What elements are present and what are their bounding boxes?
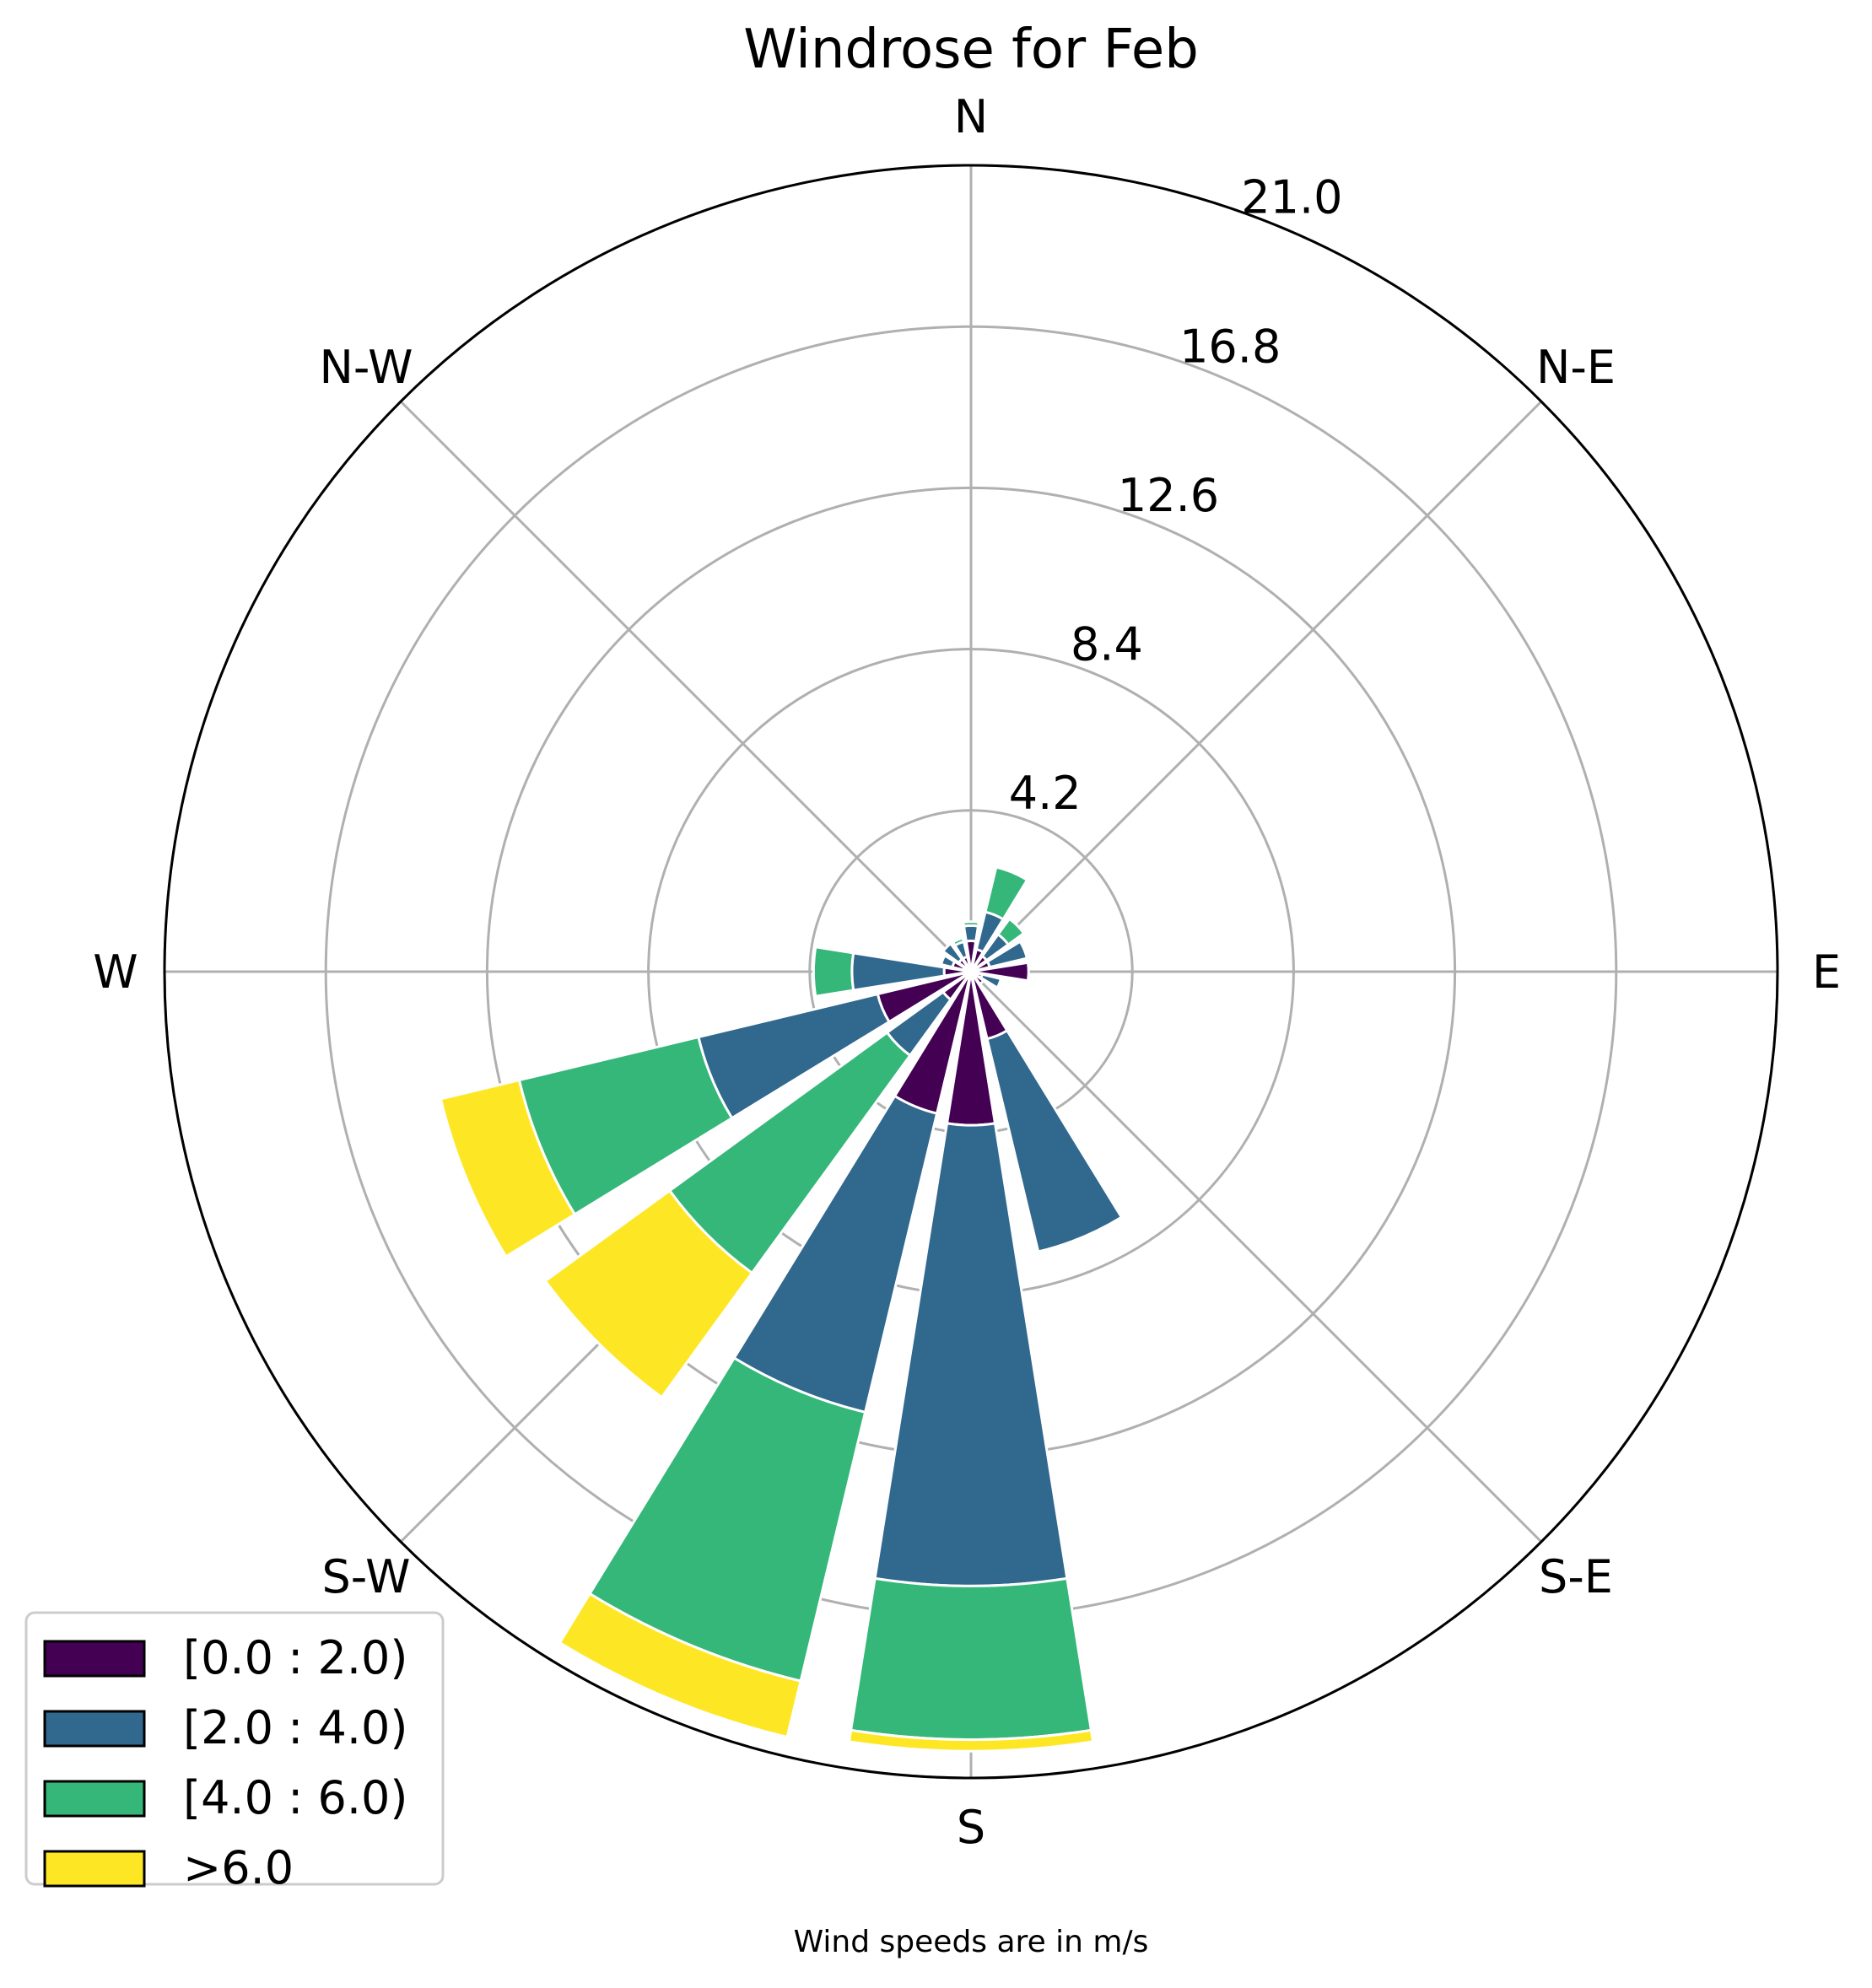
- radial-tick-label: 12.6: [1118, 469, 1219, 522]
- direction-label-s-w: S-W: [322, 1550, 411, 1603]
- chart-title: Windrose for Feb: [743, 19, 1199, 81]
- radial-tick-label: 21.0: [1241, 171, 1342, 224]
- bar-segment-ese-bin1: [979, 972, 1003, 990]
- legend-swatch: [43, 1640, 146, 1678]
- bar-segment-sw-bin3: [543, 1188, 754, 1399]
- direction-label-n-w: N-W: [319, 341, 413, 394]
- bar-segment-ssw-bin3: [558, 1592, 802, 1739]
- legend-label: [0.0 : 2.0): [183, 1631, 407, 1684]
- legend-swatch: [43, 1850, 146, 1888]
- bar-segment-ne-bin2: [996, 917, 1026, 946]
- legend-swatch: [43, 1710, 146, 1748]
- legend-label: [2.0 : 4.0): [183, 1701, 407, 1754]
- direction-labels: N N-E E S-E S S-W W N-W: [93, 90, 1841, 1854]
- bar-segment-sse-bin1: [985, 1028, 1124, 1253]
- direction-label-s: S: [957, 1801, 985, 1854]
- bar-segment-e-bin0: [970, 961, 1030, 983]
- direction-label-s-e: S-E: [1539, 1550, 1613, 1603]
- bar-segment-wsw-bin3: [439, 1078, 577, 1258]
- bar-segment-ene-bin1: [985, 940, 1029, 969]
- legend-label: >6.0: [183, 1841, 294, 1894]
- legend-swatch: [43, 1780, 146, 1818]
- bar-segment-w-bin2: [812, 946, 855, 998]
- bar-segment-s-bin3: [847, 1728, 1095, 1753]
- bar-segment-s-bin2: [849, 1576, 1093, 1742]
- outer-frame-circle: [163, 164, 1779, 1780]
- radial-tick-label: 8.4: [1071, 618, 1143, 671]
- bar-segment-n-bin1: [962, 924, 980, 943]
- bar-segment-nw-bin1: [941, 941, 964, 965]
- spoke-line: [969, 970, 1543, 1544]
- bar-segment-n-bin2: [961, 920, 981, 928]
- direction-label-e: E: [1812, 946, 1841, 999]
- direction-label-n: N: [954, 90, 988, 143]
- direction-label-w: W: [93, 946, 138, 999]
- wind-bars: [439, 865, 1124, 1753]
- legend: [0.0 : 2.0) [2.0 : 4.0) [4.0 : 6.0) >6.0: [24, 1611, 445, 1894]
- radial-tick-label: 16.8: [1179, 320, 1281, 373]
- footer-note: Wind speeds are in m/s: [794, 1925, 1149, 1959]
- spoke-line: [399, 400, 973, 973]
- radial-tick-label: 4.2: [1009, 767, 1082, 820]
- legend-items: [0.0 : 2.0) [2.0 : 4.0) [4.0 : 6.0) >6.0: [43, 1631, 407, 1894]
- direction-label-n-e: N-E: [1536, 341, 1616, 394]
- bar-segment-wnw-bin1: [939, 953, 957, 969]
- bar-segment-nne-bin2: [984, 865, 1029, 921]
- radial-tick-labels: 4.2 8.4 12.6 16.8 21.0: [1009, 171, 1343, 821]
- legend-label: [4.0 : 6.0): [183, 1771, 407, 1824]
- bar-segment-nnw-bin2: [951, 936, 966, 947]
- spoke-line: [969, 400, 1543, 973]
